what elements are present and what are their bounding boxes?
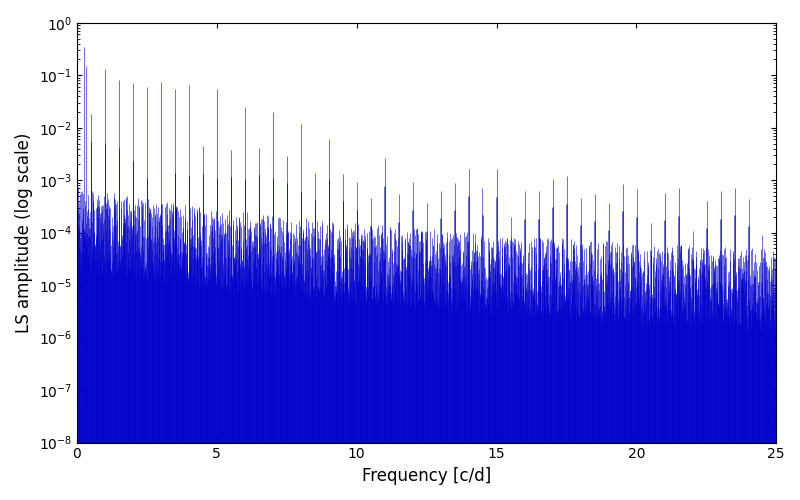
Y-axis label: LS amplitude (log scale): LS amplitude (log scale) <box>15 132 33 333</box>
X-axis label: Frequency [c/d]: Frequency [c/d] <box>362 467 491 485</box>
